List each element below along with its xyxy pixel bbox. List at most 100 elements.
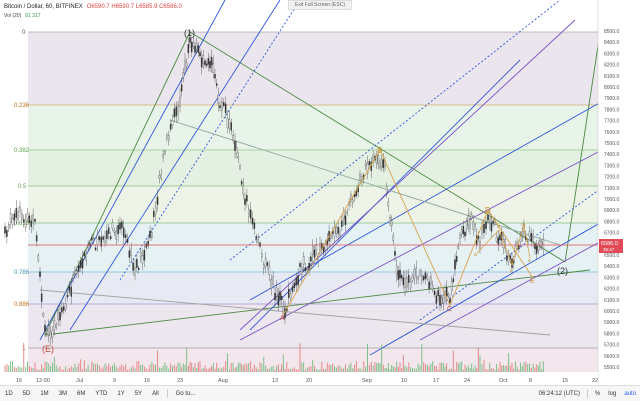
candle-body xyxy=(462,225,465,234)
channel-line-dashed[interactable] xyxy=(419,159,640,321)
channel-line[interactable] xyxy=(369,199,640,356)
volume-bar xyxy=(348,365,350,372)
elliott-wave-abcde[interactable] xyxy=(282,149,534,316)
volume-bar xyxy=(449,368,451,372)
range-1d[interactable]: 1D xyxy=(5,390,13,397)
volume-bar xyxy=(272,365,274,372)
range-all[interactable]: All xyxy=(152,390,159,397)
candle-body xyxy=(534,244,536,250)
candle-body xyxy=(189,37,191,43)
volume-bar xyxy=(497,368,499,372)
candle-body xyxy=(46,330,48,334)
current-price-countdown: 35:47 xyxy=(603,247,615,252)
bottom-toolbar: 1D 5D 1M 3M 6M YTD 1Y 5Y All Go to... 06… xyxy=(0,385,640,401)
volume-bar xyxy=(70,366,72,372)
channel-line-purple[interactable] xyxy=(239,129,640,341)
range-6m[interactable]: 6M xyxy=(77,390,86,397)
price-tick-label: 6000.0 xyxy=(604,309,620,315)
time-tick-label: Jul xyxy=(76,378,83,384)
candle-body xyxy=(282,306,285,314)
range-1m[interactable]: 1M xyxy=(40,390,49,397)
volume-bar xyxy=(365,366,367,372)
volume-bar xyxy=(352,368,354,372)
volume-bar xyxy=(25,367,27,372)
candle-body xyxy=(187,44,190,54)
price-tick-label: 6400.0 xyxy=(604,264,620,270)
channel-line[interactable] xyxy=(69,0,281,331)
candle-body xyxy=(228,119,231,129)
price-tick-label: 8400.0 xyxy=(604,40,620,46)
symbol-title[interactable]: Bitcoin / Dollar, 60, BITFINEX xyxy=(4,4,83,10)
utc-time[interactable]: 06:24:12 (UTC) xyxy=(538,390,580,397)
log-toggle[interactable]: log xyxy=(608,390,617,397)
volume-bar xyxy=(408,362,410,372)
candle-body xyxy=(306,267,309,270)
range-1y[interactable]: 1Y xyxy=(117,390,125,397)
volume-bar xyxy=(518,369,520,372)
trendline-wave1[interactable] xyxy=(44,31,191,336)
volume-bar xyxy=(343,368,345,372)
trendline-grey[interactable] xyxy=(39,289,551,336)
candle-body xyxy=(431,285,434,290)
range-ytd[interactable]: YTD xyxy=(95,390,108,397)
channel-line[interactable] xyxy=(39,0,226,341)
fib-retracement[interactable] xyxy=(28,32,598,380)
volume-bar xyxy=(324,368,326,372)
volume-bar xyxy=(67,369,68,372)
candle-body xyxy=(540,241,543,246)
volume-bar xyxy=(140,364,142,372)
candle-body xyxy=(542,239,545,250)
candle-body xyxy=(255,236,257,239)
volume-bar xyxy=(138,361,140,372)
channel-line-dashed[interactable] xyxy=(119,0,301,281)
candle-body xyxy=(426,275,429,280)
volume-bar xyxy=(270,366,272,372)
goto-button[interactable]: Go to... xyxy=(175,390,196,397)
candle-body xyxy=(162,154,164,158)
channel-line[interactable] xyxy=(249,79,640,301)
range-5y[interactable]: 5Y xyxy=(134,390,143,397)
candle-body xyxy=(48,325,50,336)
volume-label[interactable]: Vol (20) xyxy=(4,13,22,19)
volume-bar xyxy=(279,369,281,372)
volume-bar xyxy=(268,368,270,372)
volume-bar xyxy=(434,365,436,372)
price-tick-label: 8100.0 xyxy=(604,74,620,80)
candle-body xyxy=(351,199,354,203)
price-tick-label: 5800.0 xyxy=(604,331,620,337)
percent-toggle[interactable]: % xyxy=(594,390,601,397)
volume-bar xyxy=(359,367,361,372)
volume-bar xyxy=(123,366,125,372)
volume-bar xyxy=(199,361,201,372)
candle-body xyxy=(293,282,296,288)
candle-body xyxy=(253,222,256,229)
candle-body xyxy=(17,211,19,220)
elliott-wave-subwave[interactable] xyxy=(476,224,531,267)
auto-toggle[interactable]: auto xyxy=(624,390,636,397)
exit-fullscreen-banner[interactable]: Exit Full Screen (ESC) xyxy=(287,0,353,10)
candle-body xyxy=(28,215,31,223)
volume-bar xyxy=(91,361,93,372)
time-tick-label: 16 xyxy=(16,378,22,384)
candle-body xyxy=(215,83,218,86)
candle-body xyxy=(359,173,361,180)
time-axis[interactable] xyxy=(0,372,598,385)
volume-bar xyxy=(282,354,284,372)
range-3m[interactable]: 3M xyxy=(58,390,68,397)
volume-bar xyxy=(471,363,473,372)
candle-body xyxy=(264,258,267,267)
candle-body xyxy=(428,281,430,289)
price-axis[interactable] xyxy=(598,0,640,385)
candle-body xyxy=(537,243,540,251)
wave-label-a: a xyxy=(474,252,477,258)
range-5d[interactable]: 5D xyxy=(22,390,31,397)
trendline-upper[interactable] xyxy=(189,31,566,263)
candle-body xyxy=(42,313,45,317)
candle-body xyxy=(200,57,203,68)
volume-bar xyxy=(504,366,506,372)
volume-bar xyxy=(172,365,173,372)
volume-bar xyxy=(293,367,295,372)
volume-bar xyxy=(95,364,97,372)
